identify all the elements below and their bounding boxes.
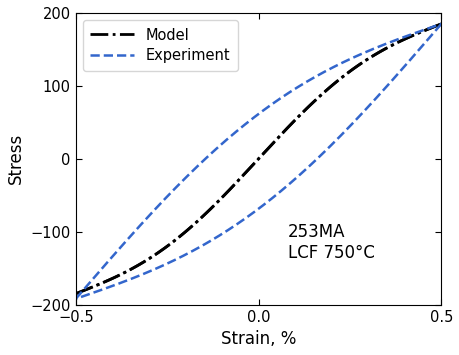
Experiment	[246, 119, 252, 123]
X-axis label: Strain, %: Strain, %	[220, 330, 296, 348]
Experiment	[372, 46, 377, 50]
Model	[429, 25, 434, 29]
Experiment	[270, 101, 276, 105]
Y-axis label: Stress: Stress	[7, 133, 25, 184]
Text: 253MA
LCF 750°C: 253MA LCF 750°C	[287, 223, 374, 262]
Experiment	[429, 25, 434, 29]
Model	[73, 291, 78, 296]
Model	[372, 52, 377, 56]
Experiment	[248, 117, 254, 121]
Model	[290, 120, 296, 124]
Line: Model: Model	[76, 24, 440, 294]
Experiment	[73, 297, 78, 301]
Experiment	[290, 88, 296, 92]
Model	[248, 164, 254, 169]
Model	[437, 22, 443, 26]
Experiment	[437, 22, 443, 26]
Line: Experiment: Experiment	[76, 24, 440, 299]
Legend: Model, Experiment: Model, Experiment	[83, 20, 237, 71]
Model	[270, 141, 276, 145]
Model	[246, 166, 252, 171]
